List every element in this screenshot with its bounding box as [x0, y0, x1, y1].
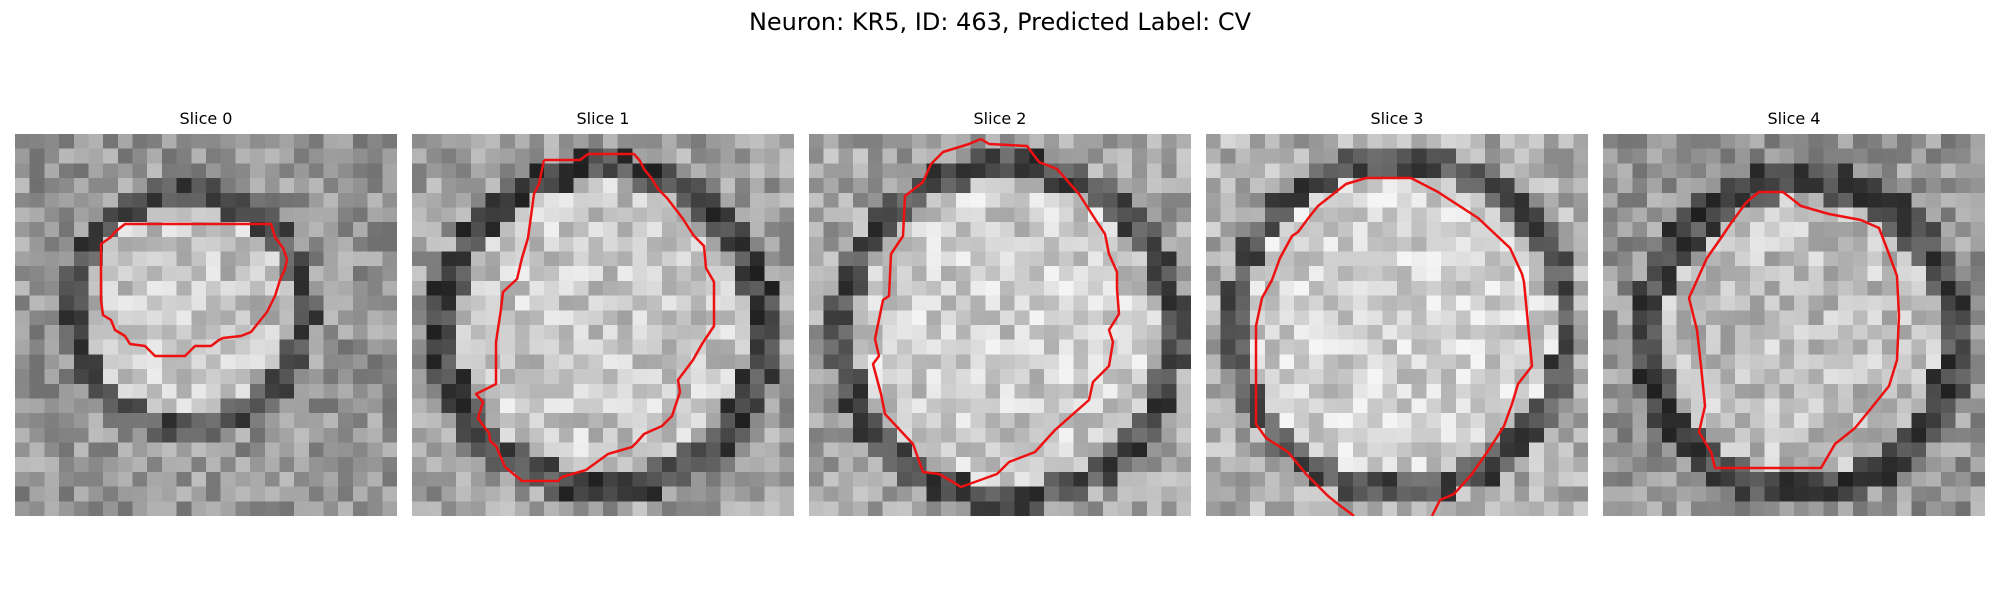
- slice-image-0: [15, 134, 397, 516]
- slice-panel-2: Slice 2: [809, 108, 1191, 516]
- slice-title: Slice 1: [576, 109, 630, 128]
- grayscale-image: [1206, 134, 1588, 516]
- slice-image-2: [809, 134, 1191, 516]
- slice-panel-3: Slice 3: [1206, 108, 1588, 516]
- slice-image-3: [1206, 134, 1588, 516]
- slice-image-4: [1603, 134, 1985, 516]
- grayscale-image: [412, 134, 794, 516]
- slice-image-1: [412, 134, 794, 516]
- segmentation-contour: [474, 152, 716, 483]
- slice-title: Slice 2: [973, 109, 1027, 128]
- slice-panel-0: Slice 0: [15, 108, 397, 516]
- grayscale-image: [1603, 134, 1985, 516]
- slice-title: Slice 0: [179, 109, 233, 128]
- slice-title: Slice 4: [1767, 109, 1821, 128]
- segmentation-contour: [99, 222, 289, 358]
- slice-title: Slice 3: [1370, 109, 1424, 128]
- segmentation-contour: [1254, 176, 1534, 516]
- segmentation-contour: [1687, 190, 1901, 470]
- slice-panel-1: Slice 1: [412, 108, 794, 516]
- grayscale-image: [809, 134, 1191, 516]
- grayscale-image: [15, 134, 397, 516]
- figure-title: Neuron: KR5, ID: 463, Predicted Label: C…: [748, 8, 1252, 36]
- slice-panel-4: Slice 4: [1603, 108, 1985, 516]
- segmentation-contour: [871, 137, 1121, 489]
